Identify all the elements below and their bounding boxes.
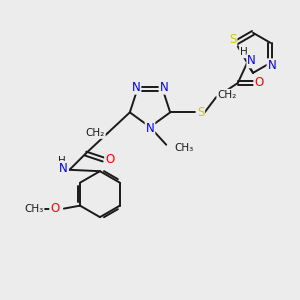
Text: O: O [50, 202, 59, 215]
Text: O: O [254, 76, 264, 89]
Text: CH₃: CH₃ [174, 142, 194, 153]
Text: S: S [229, 33, 236, 46]
Text: CH₂: CH₂ [85, 128, 105, 138]
Text: CH₃: CH₃ [24, 204, 43, 214]
Text: CH₂: CH₂ [217, 90, 236, 100]
Text: N: N [268, 59, 276, 72]
Text: H: H [58, 156, 66, 166]
Text: O: O [105, 153, 114, 166]
Text: N: N [247, 54, 256, 68]
Text: H: H [240, 47, 247, 57]
Text: N: N [59, 162, 68, 175]
Text: S: S [197, 106, 204, 119]
Text: N: N [132, 81, 140, 94]
Text: N: N [146, 122, 154, 135]
Text: N: N [160, 81, 168, 94]
